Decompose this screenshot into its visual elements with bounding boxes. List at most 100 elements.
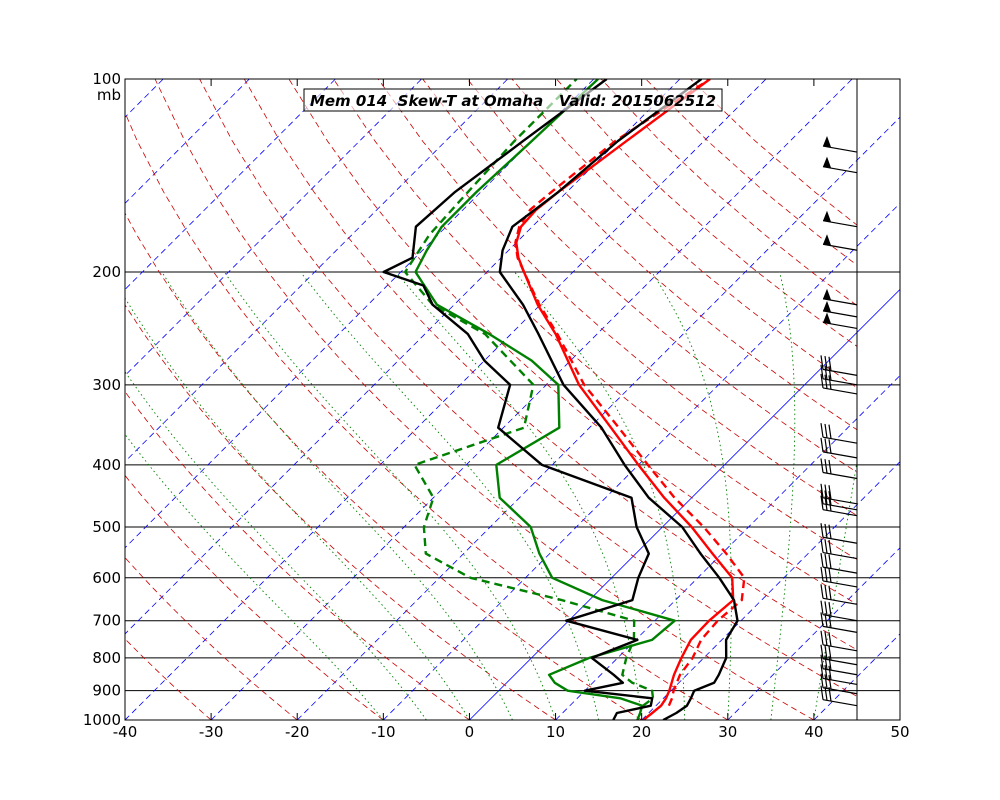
wind-barb (820, 630, 858, 652)
wind-barb (820, 553, 858, 574)
isobar-grid (125, 271, 900, 692)
y-tick-label: 900 (92, 682, 121, 700)
dry-adiabat (466, 79, 857, 431)
sounding-line-3 (403, 79, 655, 707)
wind-barb-feather (820, 584, 824, 599)
x-tick-label: 10 (546, 723, 565, 741)
wind-barb-feather (828, 459, 832, 474)
x-tick-label: -40 (113, 723, 138, 741)
wind-barb-staff (822, 597, 858, 605)
wind-barb-flag (823, 300, 831, 312)
x-tick-label: 0 (465, 723, 475, 741)
wind-barb-feather (824, 613, 828, 628)
wind-barb-feather (820, 437, 824, 452)
wind-barb-feather (828, 424, 832, 439)
isotherm-line (857, 374, 900, 420)
wind-barb-staff (822, 436, 858, 444)
x-tick-label: 40 (804, 723, 823, 741)
wind-barb-feather (828, 485, 832, 500)
wind-barb-feather (828, 585, 832, 600)
isotherm-line (210, 79, 853, 720)
wind-barb-feather (820, 566, 824, 582)
wind-barb-feather (824, 645, 828, 660)
wind-barb-feather (828, 602, 832, 617)
moist-adiabat (125, 370, 427, 720)
wind-barb-feather (820, 373, 824, 389)
wind-barb (820, 364, 858, 386)
sounding-line-4 (498, 79, 739, 720)
wind-barb-feather (828, 613, 832, 628)
wind-barb-feather (820, 673, 824, 688)
wind-barb-feather (824, 484, 828, 499)
y-tick-label: 400 (92, 456, 121, 474)
isotherm-line (857, 547, 900, 592)
dry-adiabat (125, 390, 470, 720)
wind-barb-staff (822, 551, 858, 560)
wind-barb (822, 312, 858, 330)
wind-barb-feather (824, 674, 828, 689)
isotherm-line (125, 79, 250, 204)
sounding-line-2 (414, 79, 676, 720)
wind-barb-feather (828, 554, 832, 569)
wind-barb-staff (822, 677, 858, 686)
wind-barb-feather (824, 356, 828, 371)
wind-barb-flag (823, 136, 831, 148)
wind-barb-staff (822, 451, 858, 459)
isotherm-line (125, 79, 681, 635)
wind-barb-feather (824, 631, 828, 646)
wind-barb-feather (828, 439, 832, 454)
wind-barb-feather (820, 630, 824, 645)
dry-adiabat (154, 79, 815, 720)
wind-barbs (820, 136, 858, 707)
wind-barb (820, 566, 858, 588)
plot-frame (124, 78, 901, 721)
wind-barb-feather (820, 654, 824, 669)
x-tick-label: -10 (371, 723, 396, 741)
chart-title-box: Mem 014 Skew-T at Omaha Valid: 201506251… (303, 88, 723, 112)
wind-barb-feather (828, 496, 832, 512)
wind-barb (820, 584, 858, 605)
wind-barb (820, 373, 858, 395)
wind-barb (822, 288, 858, 306)
isotherm-line (125, 79, 164, 118)
wind-barb (822, 136, 858, 153)
wind-barb-feather (824, 553, 828, 568)
isotherm-line (0, 79, 77, 720)
wind-barb-feather (820, 538, 824, 553)
x-tick-label: -30 (199, 723, 224, 741)
y-tick-label: 100 (92, 70, 121, 88)
isotherm-line (0, 79, 163, 720)
wind-barb-feather (824, 496, 828, 511)
wind-barb-staff (822, 368, 858, 376)
wind-barb-feather (820, 489, 824, 504)
wind-barb-feather (820, 355, 824, 370)
wind-barb-staff (822, 509, 858, 517)
wind-barb-flag (823, 210, 831, 222)
isotherm-line (986, 79, 1000, 720)
x-tick-label: 20 (632, 723, 651, 741)
wind-barb-staff (822, 699, 858, 707)
isotherm-line (727, 590, 857, 720)
wind-barb-feather (824, 490, 828, 505)
wind-barb (820, 458, 858, 480)
moist-adiabat (651, 271, 732, 720)
wind-barb-feather (828, 665, 832, 680)
isotherm-line (125, 79, 508, 463)
isotherm-line (986, 79, 1000, 720)
moist-adiabat (161, 271, 513, 720)
dry-adiabat (288, 79, 857, 605)
y-tick-label: 300 (92, 376, 121, 394)
sounding-line-1 (514, 79, 746, 707)
wind-barb (820, 644, 858, 666)
wind-barb-feather (820, 644, 824, 659)
moist-adiabat (813, 458, 857, 720)
isotherm-lines (125, 79, 1000, 720)
wind-barb-feather (824, 655, 828, 670)
wind-barb-feather (824, 365, 828, 380)
wind-barb-feather (824, 601, 828, 616)
wind-barb (820, 538, 858, 560)
wind-barb (820, 423, 858, 444)
wind-barb-flag (823, 156, 831, 168)
wind-barb-feather (824, 374, 828, 389)
moist-adiabat (125, 433, 384, 720)
